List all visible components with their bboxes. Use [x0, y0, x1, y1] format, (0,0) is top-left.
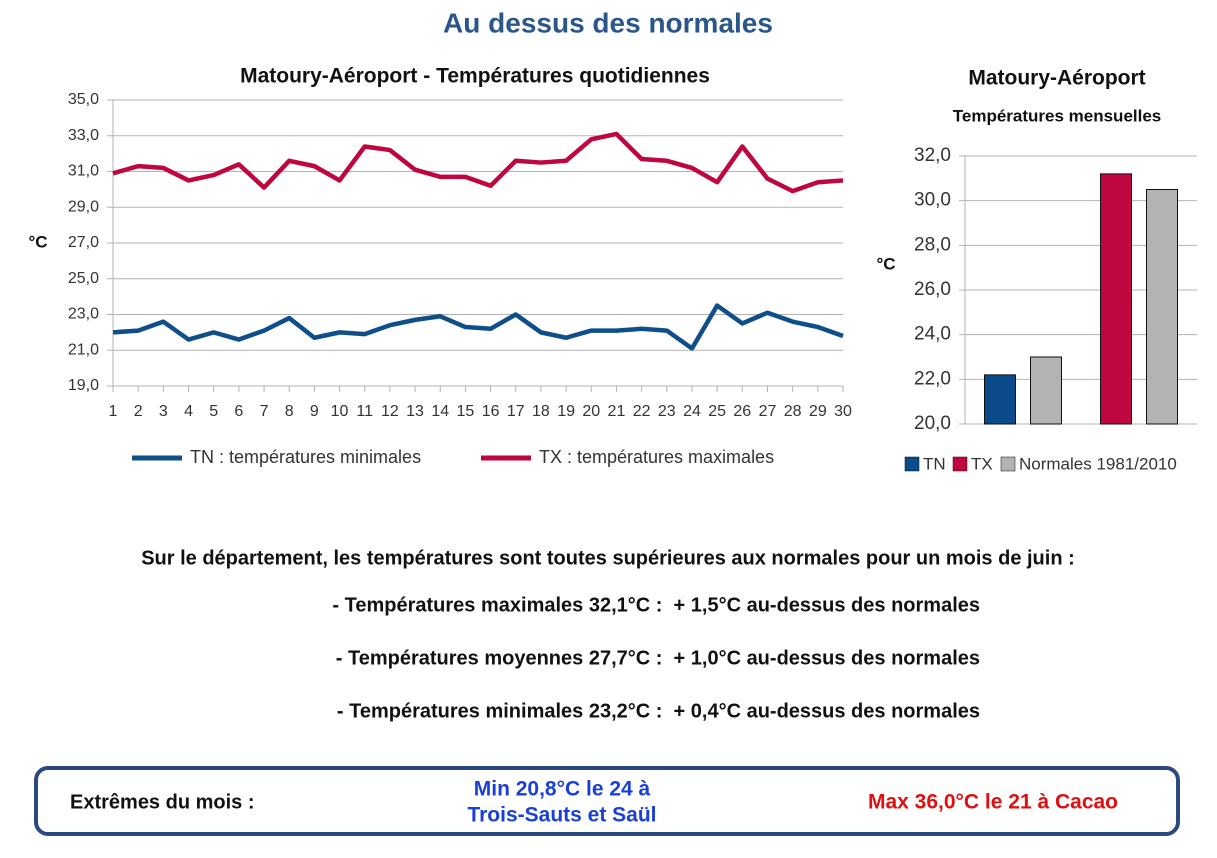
x-tick-label: 16 — [482, 403, 500, 420]
legend-swatch — [952, 456, 968, 472]
bar — [1030, 356, 1062, 425]
line-series — [112, 303, 844, 351]
summary-intro: Sur le département, les températures son… — [141, 547, 1075, 569]
x-tick-label: 15 — [457, 403, 475, 420]
x-tick-label: 19 — [557, 403, 575, 420]
x-tick-label: 17 — [507, 403, 525, 420]
y-tick-label: 19,0 — [68, 377, 99, 394]
y-tick-label: 23,0 — [68, 306, 99, 323]
legend-label: TX : températures maximales — [539, 447, 774, 467]
x-tick-label: 20 — [582, 403, 600, 420]
x-tick-label: 23 — [658, 403, 676, 420]
x-tick-label: 3 — [159, 403, 168, 420]
x-tick-label: 27 — [759, 403, 777, 420]
legend-label: Normales 1981/2010 — [1019, 454, 1177, 473]
bar — [984, 374, 1016, 425]
summary-line: - Températures moyennes 27,7°C : + 1,0°C… — [336, 647, 980, 669]
y-tick-label: 20,0 — [914, 413, 951, 434]
y-tick-label: 35,0 — [68, 91, 99, 108]
extreme-min: Trois-Sauts et Saül — [467, 804, 656, 827]
page-title: Au dessus des normales — [443, 7, 773, 38]
y-tick-label: 30,0 — [914, 190, 951, 211]
x-tick-label: 1 — [109, 403, 118, 420]
x-tick-label: 2 — [134, 403, 143, 420]
bar — [1100, 173, 1132, 425]
x-tick-label: 22 — [633, 403, 651, 420]
x-tick-label: 5 — [209, 403, 218, 420]
x-tick-label: 7 — [260, 403, 269, 420]
x-tick-label: 18 — [532, 403, 550, 420]
extreme-min: Min 20,8°C le 24 à — [474, 778, 651, 801]
x-tick-label: 12 — [381, 403, 399, 420]
y-tick-label: 26,0 — [914, 279, 951, 300]
x-tick-label: 8 — [285, 403, 294, 420]
y-tick-label: 33,0 — [68, 127, 99, 144]
summary-line: - Températures maximales 32,1°C : + 1,5°… — [332, 594, 980, 616]
chart-title: Matoury-Aéroport - Températures quotidie… — [240, 65, 710, 88]
x-tick-label: 10 — [331, 403, 349, 420]
x-tick-label: 13 — [406, 403, 424, 420]
y-tick-label: 32,0 — [914, 145, 951, 166]
extremes-box — [34, 766, 1180, 836]
x-tick-label: 6 — [234, 403, 243, 420]
y-tick-label: 31,0 — [68, 163, 99, 180]
y-tick-label: 24,0 — [914, 324, 951, 345]
x-tick-label: 28 — [784, 403, 802, 420]
x-tick-label: 11 — [356, 403, 373, 420]
y-tick-label: 21,0 — [68, 341, 99, 358]
legend-swatch — [1000, 456, 1016, 472]
bar — [1146, 189, 1178, 425]
x-tick-label: 29 — [809, 403, 827, 420]
x-tick-label: 4 — [184, 403, 193, 420]
x-tick-label: 9 — [310, 403, 319, 420]
line-series — [112, 131, 844, 194]
x-tick-label: 30 — [834, 403, 852, 420]
x-tick-label: 14 — [431, 403, 449, 420]
legend-label: TN : températures minimales — [190, 447, 421, 467]
extreme-max: Max 36,0°C le 21 à Cacao — [868, 791, 1118, 814]
x-tick-label: 21 — [608, 403, 626, 420]
extremes-label: Extrêmes du mois : — [70, 791, 255, 813]
legend-label: TX — [971, 454, 993, 473]
x-tick-label: 24 — [683, 403, 701, 420]
chart-subtitle: Températures mensuelles — [953, 106, 1162, 125]
x-tick-label: 26 — [733, 403, 751, 420]
chart-title: Matoury-Aéroport — [968, 67, 1145, 90]
y-tick-label: 27,0 — [68, 234, 99, 251]
x-tick-label: 25 — [708, 403, 726, 420]
y-axis-label: °C — [28, 232, 47, 251]
y-tick-label: 28,0 — [914, 234, 951, 255]
legend-swatch — [904, 456, 920, 472]
y-tick-label: 25,0 — [68, 270, 99, 287]
y-tick-label: 29,0 — [68, 198, 99, 215]
summary-line: - Températures minimales 23,2°C : + 0,4°… — [337, 700, 980, 722]
y-tick-label: 22,0 — [914, 368, 951, 389]
y-axis-label: °C — [876, 254, 895, 273]
legend-label: TN — [923, 454, 946, 473]
